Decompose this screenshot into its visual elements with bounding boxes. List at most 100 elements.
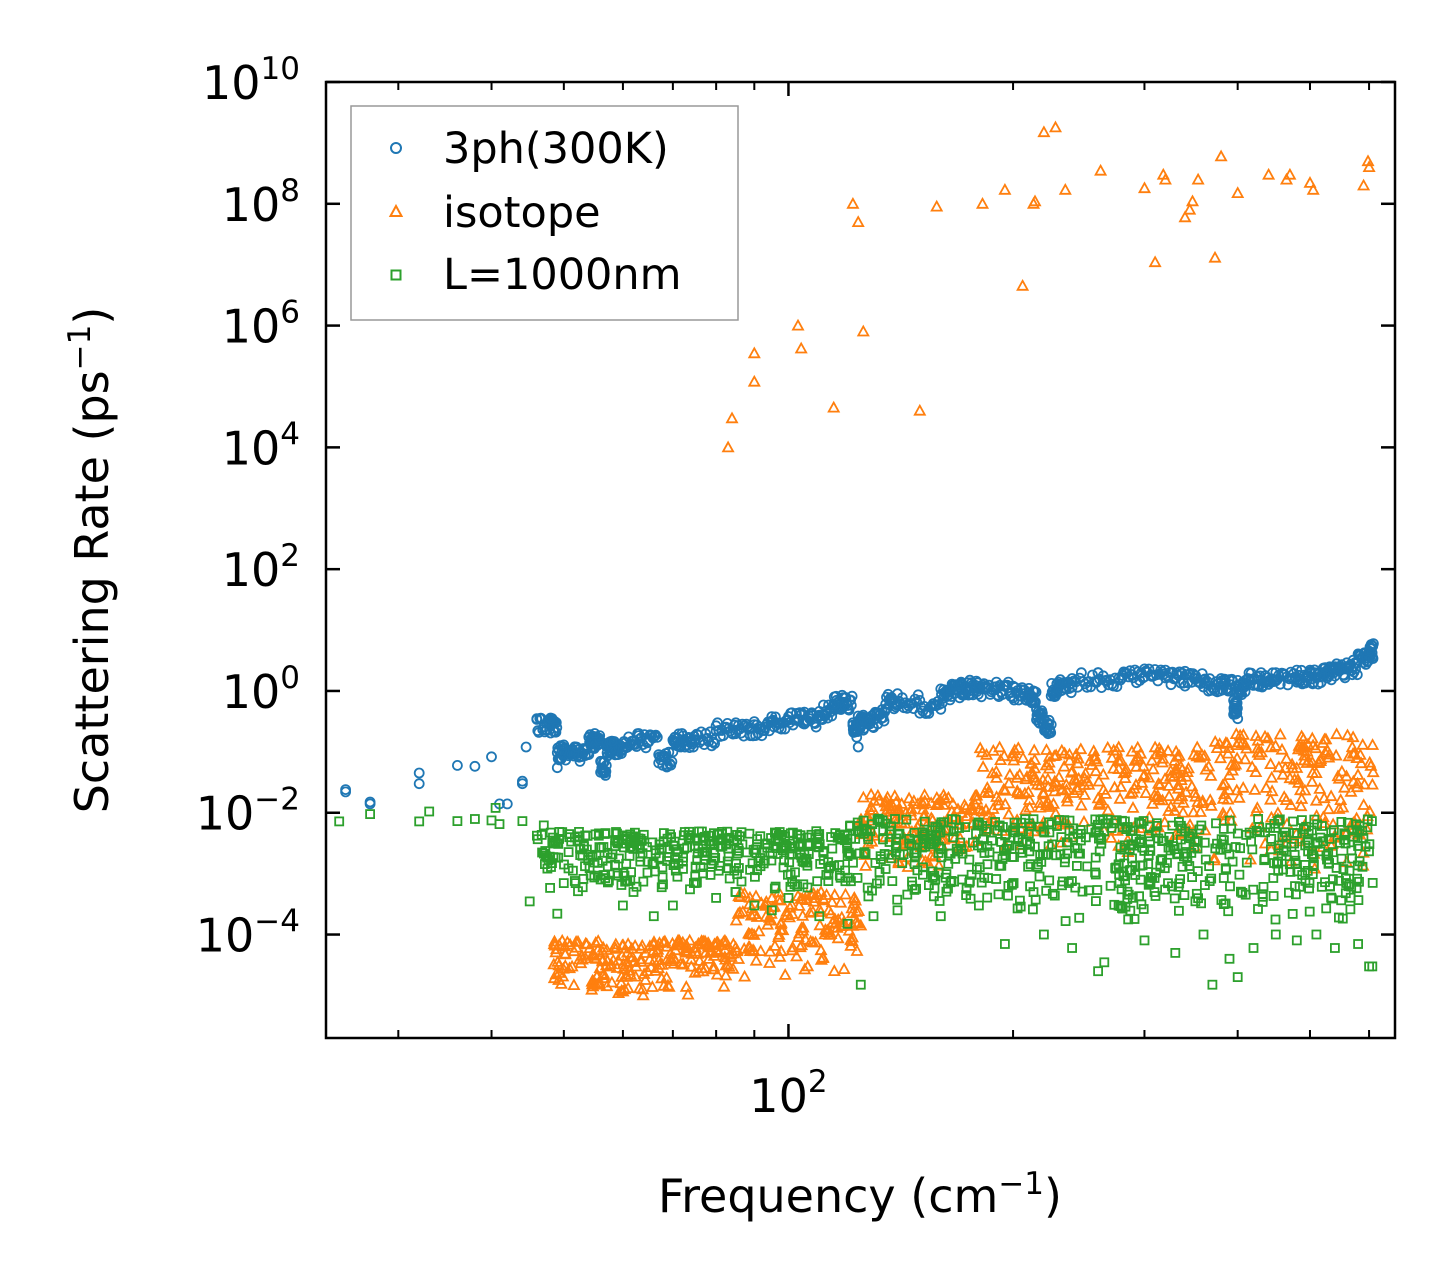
square-point xyxy=(811,826,822,837)
square-point xyxy=(1119,858,1130,869)
triangle-point xyxy=(556,969,570,982)
circle-point xyxy=(1045,719,1057,730)
triangle-point xyxy=(1214,149,1228,162)
triangle-point xyxy=(1208,250,1222,263)
square-point xyxy=(1304,906,1315,917)
square-point xyxy=(1033,859,1043,870)
triangle-point xyxy=(825,895,839,907)
square-point xyxy=(1138,816,1149,826)
triangle-point xyxy=(1245,760,1259,772)
triangle-point xyxy=(1272,760,1286,773)
square-point xyxy=(1034,871,1045,882)
square-point xyxy=(1008,825,1018,836)
square-point xyxy=(1330,943,1340,953)
triangle-point xyxy=(696,964,710,977)
square-point xyxy=(637,848,648,859)
square-point xyxy=(699,851,710,861)
square-point xyxy=(1013,833,1024,843)
triangle-point xyxy=(719,968,733,981)
triangle-point xyxy=(684,959,698,972)
triangle-point xyxy=(707,959,721,972)
square-point xyxy=(1138,904,1149,914)
circle-point xyxy=(775,723,787,735)
square-point xyxy=(1093,966,1103,977)
triangle-point xyxy=(1026,767,1040,780)
square-point xyxy=(672,871,683,882)
triangle-point xyxy=(1176,805,1190,818)
triangle-point xyxy=(1263,792,1278,805)
square-point xyxy=(638,876,649,887)
triangle-point xyxy=(575,952,589,965)
triangle-point xyxy=(1305,774,1319,787)
triangle-point xyxy=(759,909,773,922)
triangle-point xyxy=(1262,167,1276,180)
square-point xyxy=(1049,890,1060,901)
triangle-point xyxy=(1279,751,1294,764)
triangle-point xyxy=(1366,765,1380,778)
triangle-point xyxy=(1186,805,1201,818)
triangle-point xyxy=(1210,741,1224,753)
triangle-point xyxy=(1346,730,1360,743)
square-point xyxy=(978,834,988,844)
triangle-point xyxy=(960,809,974,821)
square-point xyxy=(1044,875,1055,886)
triangle-point xyxy=(647,935,661,947)
square-point xyxy=(1176,823,1187,834)
square-point xyxy=(1090,827,1101,838)
square-point xyxy=(582,844,592,855)
triangle-point xyxy=(1306,182,1320,195)
legend-marker-isotope xyxy=(388,203,404,217)
triangle-point xyxy=(1142,770,1156,783)
triangle-point xyxy=(737,886,752,899)
circle-point xyxy=(1160,664,1171,676)
square-point xyxy=(892,905,903,916)
square-point xyxy=(745,864,755,875)
square-point xyxy=(755,853,766,863)
square-point xyxy=(1152,821,1162,831)
triangle-point xyxy=(1248,783,1262,795)
triangle-point xyxy=(1145,796,1160,809)
square-point xyxy=(778,862,789,873)
y-axis-label: Scattering Rate (ps−1) xyxy=(62,307,119,814)
triangle-point xyxy=(1057,759,1071,772)
circle-point xyxy=(914,695,926,706)
triangle-point xyxy=(1221,746,1235,759)
triangle-point xyxy=(1042,761,1056,774)
triangle-point xyxy=(1216,778,1230,791)
square-point xyxy=(1123,889,1134,900)
square-point xyxy=(1122,886,1133,897)
circle-point xyxy=(1352,654,1364,666)
triangle-point xyxy=(1078,766,1093,779)
triangle-point xyxy=(1028,194,1042,207)
triangle-point xyxy=(1052,770,1066,783)
square-point xyxy=(795,830,806,841)
square-point xyxy=(982,859,993,870)
square-point xyxy=(625,875,636,886)
triangle-point xyxy=(904,802,918,814)
square-point xyxy=(1062,837,1073,848)
square-point xyxy=(1064,825,1075,836)
square-point xyxy=(1259,855,1270,866)
circle-point xyxy=(520,741,532,753)
triangle-point xyxy=(1283,167,1297,180)
triangle-point xyxy=(1155,755,1169,768)
square-point xyxy=(1056,832,1067,842)
square-point xyxy=(1145,821,1155,832)
triangle-point xyxy=(774,916,788,928)
triangle-point xyxy=(1078,771,1092,784)
triangle-point xyxy=(1033,796,1047,808)
triangle-point xyxy=(1181,761,1195,774)
square-point xyxy=(858,815,869,826)
triangle-point xyxy=(845,906,859,919)
square-point xyxy=(1211,818,1221,829)
square-point xyxy=(620,876,630,887)
circle-point xyxy=(1228,695,1239,706)
triangle-point xyxy=(627,955,641,967)
circle-point xyxy=(707,736,719,748)
square-point xyxy=(647,859,658,870)
circle-point xyxy=(892,688,903,700)
triangle-point xyxy=(1344,818,1358,830)
triangle-point xyxy=(1101,803,1115,816)
square-point xyxy=(334,816,345,827)
square-point xyxy=(936,817,947,828)
